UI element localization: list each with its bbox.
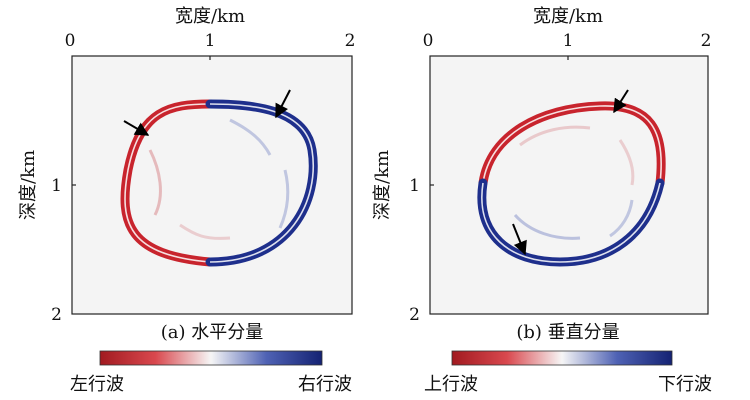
panel-b-y-axis-label: 深度/km bbox=[372, 150, 393, 220]
panel-b-x-axis-label: 宽度/km bbox=[533, 6, 603, 27]
panel-a-caption: (a) 水平分量 bbox=[161, 322, 264, 343]
panel-b-colorbar bbox=[451, 350, 673, 366]
panel-a-x-tick-1: 1 bbox=[205, 31, 216, 51]
panel-a-x-tick-0: 0 bbox=[65, 31, 76, 51]
panel-b: 宽度/km 0 1 2 深度/km 1 2 (b) 垂直分量 上行波 下行波 bbox=[372, 6, 712, 395]
panel-a-x-tick-2: 2 bbox=[345, 31, 356, 51]
panel-b-x-tick-0: 0 bbox=[423, 31, 434, 51]
panel-a-y-axis-label: 深度/km bbox=[18, 150, 39, 220]
panel-b-colorbar-left-label: 上行波 bbox=[424, 374, 478, 395]
panel-a-colorbar-right-label: 右行波 bbox=[298, 374, 352, 395]
panel-a: 宽度/km 0 1 2 深度/km 1 2 (a) 水平分量 左行波 右行波 bbox=[18, 6, 355, 395]
panel-a-y-tick-2: 2 bbox=[51, 305, 62, 325]
panel-a-arrow-2 bbox=[275, 89, 291, 119]
panel-b-y-tick-1: 1 bbox=[409, 176, 420, 196]
panel-a-colorbar-left-label: 左行波 bbox=[70, 374, 124, 395]
panel-a-colorbar bbox=[99, 350, 323, 366]
panel-b-caption: (b) 垂直分量 bbox=[516, 322, 619, 343]
panel-a-x-axis-label: 宽度/km bbox=[175, 6, 245, 27]
panel-b-x-tick-2: 2 bbox=[701, 31, 712, 51]
panel-b-plot-area bbox=[429, 55, 709, 315]
panel-b-x-tick-1: 1 bbox=[563, 31, 574, 51]
panel-a-y-tick-1: 1 bbox=[51, 176, 62, 196]
panel-b-arrow-2 bbox=[512, 223, 527, 256]
panel-b-arrow-1 bbox=[613, 89, 629, 114]
panel-b-colorbar-right-label: 下行波 bbox=[658, 374, 712, 395]
panel-b-wavefront bbox=[477, 101, 666, 267]
panel-a-plot-area bbox=[71, 55, 353, 315]
panel-a-wavefront bbox=[120, 99, 318, 267]
panel-a-arrow-1 bbox=[123, 120, 150, 136]
panel-b-y-tick-2: 2 bbox=[409, 305, 420, 325]
